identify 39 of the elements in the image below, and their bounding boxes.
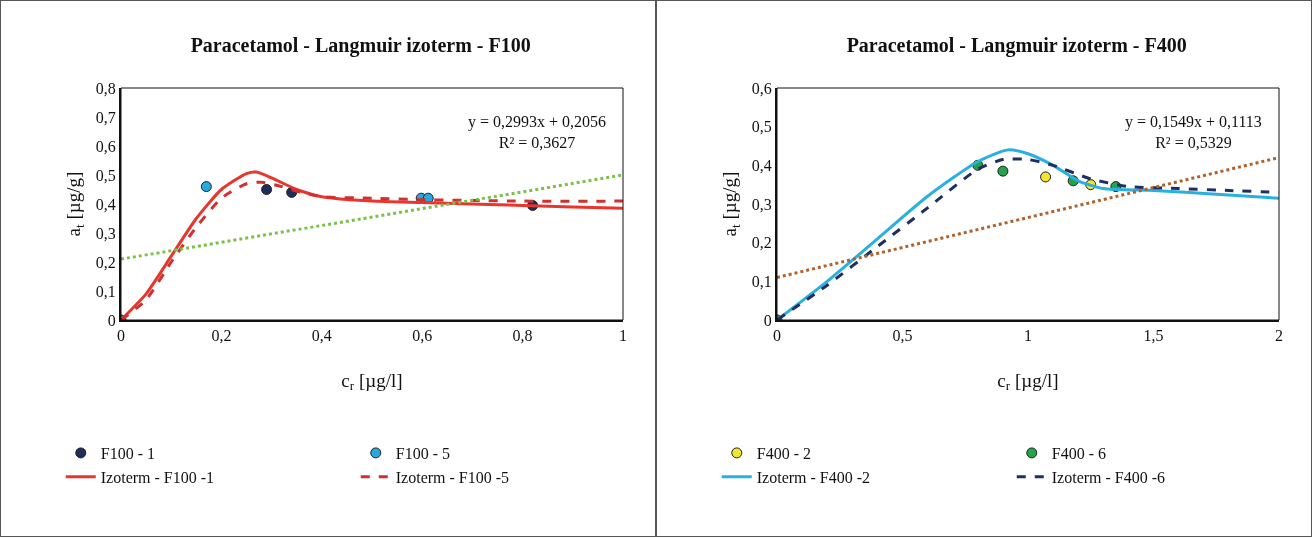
x-tick-label: 2 <box>1275 327 1283 345</box>
y-tick-label: 0,2 <box>95 253 116 271</box>
legend-label: Izoterm - F400 -6 <box>1051 468 1166 486</box>
x-tick-label: 1,5 <box>1143 327 1164 345</box>
annotation: y = 0,2993x + 0,2056 R² = 0,3627 <box>468 113 607 151</box>
x-tick-label: 1 <box>1024 327 1032 345</box>
legend-label: F400 - 6 <box>1051 445 1106 463</box>
x-tick-label: 0,2 <box>211 327 232 345</box>
y-tick-label: 0,5 <box>95 166 116 184</box>
y-tick-label: 0,2 <box>751 234 772 252</box>
x-tick-label: 0,6 <box>412 327 433 345</box>
y-tick-label: 0,1 <box>751 272 772 290</box>
legend-label: Izoterm - F100 -1 <box>100 468 215 486</box>
chart-title: Paracetamol - Langmuir izoterm - F400 <box>846 34 1187 58</box>
y-tick-label: 0,1 <box>95 282 116 300</box>
legend-label: F100 - 5 <box>395 445 450 463</box>
y-tick-label: 0 <box>107 311 116 329</box>
legend-label: F400 - 2 <box>756 445 811 463</box>
x-tick-label: 0,8 <box>512 327 533 345</box>
y-tick-label: 0,5 <box>751 118 772 136</box>
x-axis-title: c$_{r}$ [µg/l] <box>341 369 403 394</box>
y-tick-label: 0,6 <box>751 79 772 97</box>
legend-label: F100 - 1 <box>100 445 155 463</box>
y-tick-label: 0,8 <box>95 79 116 97</box>
chart-title: Paracetamol - Langmuir izoterm - F100 <box>190 34 531 58</box>
y-tick-label: 0,7 <box>95 108 116 126</box>
y-tick-label: 0 <box>763 311 772 329</box>
legend-label: Izoterm - F100 -5 <box>395 468 510 486</box>
x-tick-label: 0,5 <box>892 327 913 345</box>
legend-label: Izoterm - F400 -2 <box>756 468 871 486</box>
y-tick-label: 0,6 <box>95 137 116 155</box>
y-tick-label: 0,4 <box>95 195 116 213</box>
annotation: y = 0,1549x + 0,1113 R² = 0,5329 <box>1125 113 1262 151</box>
x-tick-label: 0,4 <box>311 327 332 345</box>
y-tick-label: 0,3 <box>95 224 116 242</box>
x-axis-title: c$_{r}$ [µg/l] <box>997 369 1059 394</box>
x-tick-label: 1 <box>619 327 627 345</box>
y-tick-label: 0,3 <box>751 195 772 213</box>
y-tick-label: 0,4 <box>751 156 772 174</box>
